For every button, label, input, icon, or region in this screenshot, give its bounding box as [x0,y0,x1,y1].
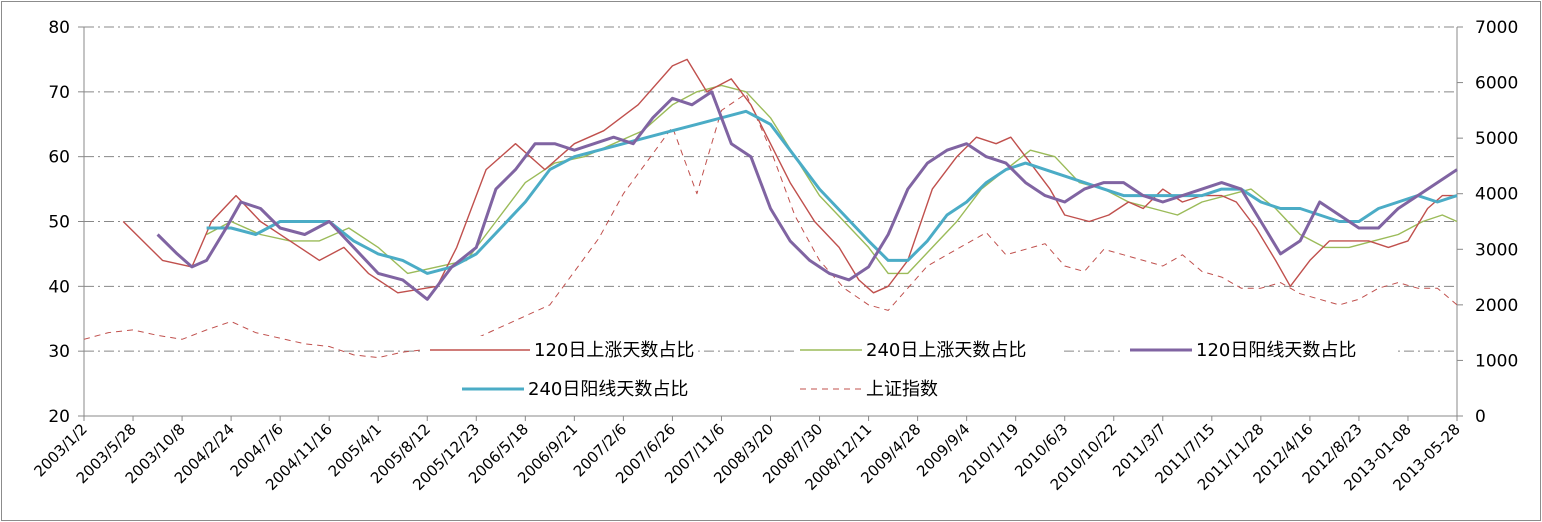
legend-label: 240日阳线天数占比 [528,379,688,400]
legend-label: 120日上涨天数占比 [534,340,694,361]
y2-tick-label: 1000 [1475,351,1518,371]
y2-tick-label: 5000 [1475,129,1518,149]
y2-tick-label: 4000 [1475,185,1518,205]
y2-tick-label: 2000 [1475,296,1518,316]
y-tick-label: 20 [48,407,70,427]
series-line-1 [206,84,1458,275]
legend-label: 240日上涨天数占比 [866,340,1026,361]
series-line-0 [122,58,1457,294]
y2-tick-label: 3000 [1475,240,1518,260]
y2-tick-label: 6000 [1475,74,1518,94]
y2-tick-label: 0 [1475,407,1486,427]
y-tick-label: 80 [48,18,70,38]
y-tick-label: 30 [48,342,70,362]
y-tick-label: 60 [48,148,70,168]
series-line-3 [206,109,1458,275]
y-tick-label: 70 [48,83,70,103]
y2-tick-label: 7000 [1475,18,1518,38]
series-line-4 [83,93,1458,359]
legend-label: 120日阳线天数占比 [1196,340,1356,361]
legend-label: 上证指数 [866,379,938,400]
y-tick-label: 50 [48,213,70,233]
y-tick-label: 40 [48,277,70,297]
series-line-2 [156,90,1458,301]
